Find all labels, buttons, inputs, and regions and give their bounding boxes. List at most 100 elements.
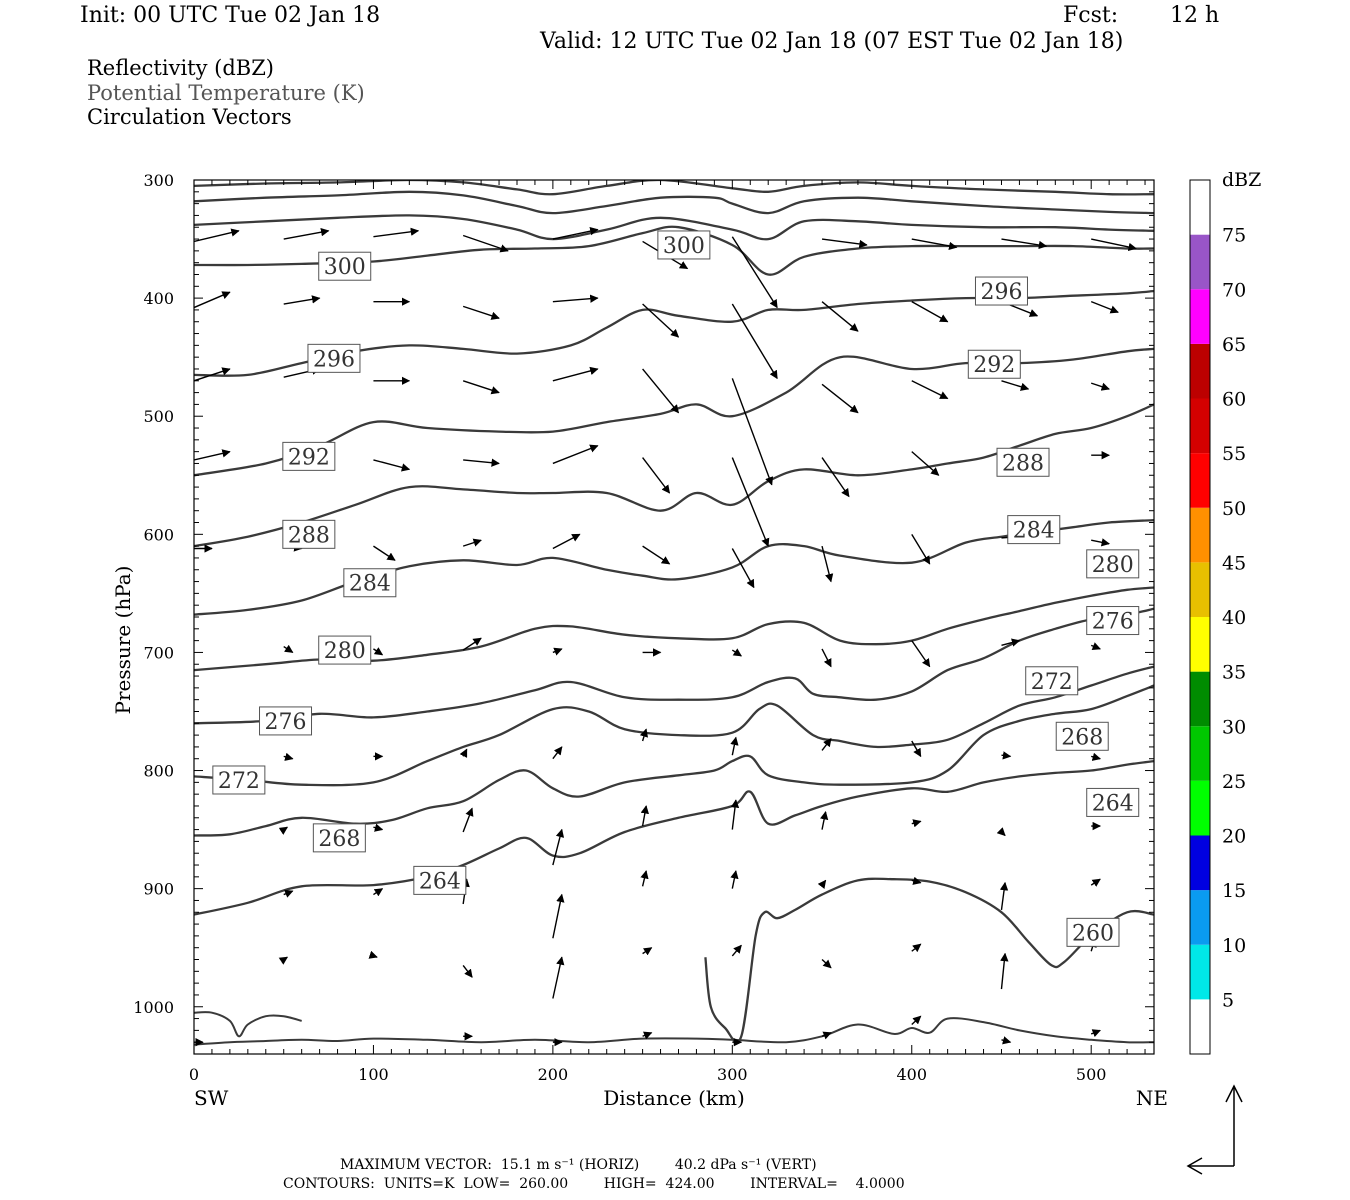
contours-note: CONTOURS: UNITS=K LOW= 260.00 HIGH= 424.… xyxy=(283,1176,905,1192)
circulation-vector xyxy=(821,383,859,414)
contour-label: 276 xyxy=(1092,610,1134,635)
contour-label: 300 xyxy=(324,255,366,280)
colorbar-label: 65 xyxy=(1222,334,1246,356)
forecast-hour: 12 h xyxy=(1170,3,1220,28)
theta-contour-268 xyxy=(194,684,1154,837)
circulation-vector xyxy=(731,457,770,547)
y-tick-label: 900 xyxy=(143,880,174,899)
circulation-vector xyxy=(821,648,832,668)
circulation-vector xyxy=(730,799,740,830)
circulation-vector xyxy=(730,870,739,889)
contour-label-box xyxy=(1066,917,1120,947)
circulation-vector xyxy=(552,444,599,465)
colorbar-label: 15 xyxy=(1222,880,1246,902)
circulation-vector xyxy=(1090,642,1101,651)
y-tick-label: 800 xyxy=(143,762,174,781)
contour-label-box xyxy=(657,230,711,260)
circulation-vector xyxy=(731,648,742,657)
maximum-vector-note: MAXIMUM VECTOR: 15.1 m s⁻¹ (HORIZ) 40.2 … xyxy=(340,1157,817,1173)
forecast-label: Fcst: xyxy=(1063,3,1119,28)
y-tick-label: 500 xyxy=(143,407,174,426)
contour-label: 264 xyxy=(1092,791,1134,816)
colorbar-title: dBZ xyxy=(1222,169,1261,191)
circulation-vector xyxy=(552,828,565,866)
contour-label: 292 xyxy=(288,445,330,470)
colorbar-swatch xyxy=(1190,890,1210,945)
circulation-vector xyxy=(552,746,563,760)
colorbar-label: 40 xyxy=(1222,607,1246,629)
colorbar-swatch xyxy=(1190,453,1210,508)
circulation-vector xyxy=(283,644,294,654)
circulation-vector xyxy=(368,950,378,959)
plot-area xyxy=(194,180,1154,1054)
circulation-vector xyxy=(821,301,859,332)
contour-label: 280 xyxy=(1092,553,1134,578)
circulation-vector xyxy=(1091,238,1137,252)
circulation-vector xyxy=(459,748,468,758)
contour-label-box xyxy=(996,447,1050,477)
circulation-vector xyxy=(462,380,500,395)
circulation-vector xyxy=(642,1031,653,1040)
circulation-vector xyxy=(999,881,1009,910)
contour-labels: 300 300 296 296 292 292 288 288 284 284 280 280 276 2… xyxy=(212,230,1140,947)
contour-label-box xyxy=(343,568,397,598)
colorbar-label: 35 xyxy=(1222,662,1246,684)
circulation-vector xyxy=(552,227,599,240)
ground-contour xyxy=(194,1017,1154,1046)
x-tick-label: 500 xyxy=(1076,1065,1107,1084)
circulation-vector xyxy=(552,956,565,999)
circulation-vector xyxy=(1091,752,1101,761)
circulation-vector xyxy=(283,228,330,240)
contour-label: 276 xyxy=(265,710,307,735)
x-tick-label: 200 xyxy=(538,1065,569,1084)
contour-label-box xyxy=(318,635,372,665)
contour-label: 268 xyxy=(318,827,360,852)
x-tick-label: 400 xyxy=(896,1065,927,1084)
theta-contour-260 xyxy=(704,877,1154,1044)
circulation-vector xyxy=(731,548,755,589)
circulation-vector xyxy=(1000,952,1009,990)
circulation-vector xyxy=(1090,382,1110,391)
circulation-vector xyxy=(642,303,680,338)
contour-label-box xyxy=(974,276,1028,306)
colorbar-label: 20 xyxy=(1222,826,1246,848)
circulation-vector xyxy=(731,944,742,957)
circulation-vector xyxy=(373,459,411,472)
colorbar-label: 50 xyxy=(1222,498,1246,520)
circulation-vector xyxy=(731,303,778,380)
colorbar-swatch xyxy=(1190,835,1210,891)
circulation-vector xyxy=(821,238,868,249)
colorbar-label: 55 xyxy=(1222,443,1246,465)
circulation-vector xyxy=(552,647,563,656)
circulation-vector xyxy=(462,964,473,978)
circulation-vector xyxy=(1001,380,1030,391)
circulation-vector xyxy=(639,728,649,742)
contour-label-box xyxy=(1086,606,1140,636)
colorbar-label: 45 xyxy=(1222,552,1246,574)
circulation-vector xyxy=(911,301,949,323)
contour-label-box xyxy=(1055,721,1109,751)
colorbar-label: 30 xyxy=(1222,716,1246,738)
contour-label: 272 xyxy=(218,769,260,794)
x-axis-left-endpoint: SW xyxy=(194,1086,229,1110)
theta-contour-308 xyxy=(194,190,1154,215)
circulation-vector xyxy=(373,647,384,656)
circulation-vector xyxy=(821,545,834,583)
circulation-vector xyxy=(283,889,294,898)
legend-potential-temperature: Potential Temperature (K) xyxy=(87,81,365,105)
x-tick-label: 100 xyxy=(358,1065,389,1084)
colorbar-label: 10 xyxy=(1222,935,1246,957)
circulation-vector xyxy=(911,640,931,668)
valid-time: Valid: 12 UTC Tue 02 Jan 18 (07 EST Tue … xyxy=(540,29,1124,54)
circulation-vector xyxy=(730,736,739,756)
contour-label-box xyxy=(312,823,366,853)
x-axis-label: Distance (km) xyxy=(603,1086,745,1110)
axis-ticks: 0 100 200 300 400 500 300 400 500 600 700 800 900 100… xyxy=(133,171,1154,1084)
circulation-vector xyxy=(194,449,231,461)
colorbar-swatch xyxy=(1190,180,1210,235)
colorbar-label: 5 xyxy=(1222,989,1234,1011)
circulation-vector xyxy=(731,378,774,486)
circulation-vector xyxy=(817,879,827,889)
circulation-vector xyxy=(911,1015,922,1025)
